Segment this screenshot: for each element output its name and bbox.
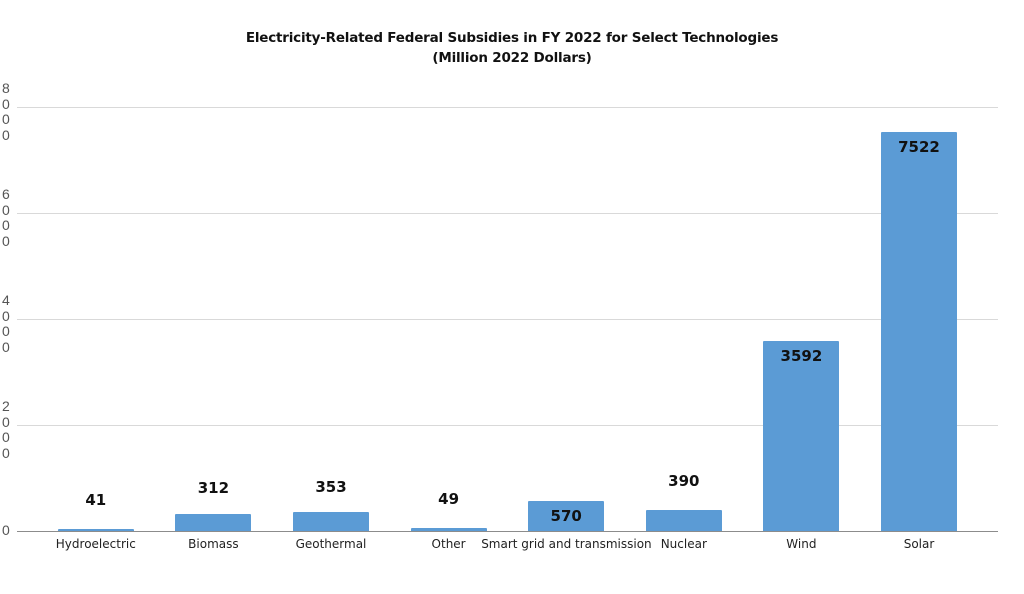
data-label: 3592 [780,346,823,365]
gridline [17,425,998,426]
y-tick-label: 0 [2,522,10,538]
x-tick-label: Wind [786,537,817,551]
bar-nuclear [645,510,722,531]
x-tick-label: Hydroelectric [55,537,136,551]
x-tick-label: Smart grid and transmission [481,537,652,551]
chart-title: Electricity-Related Federal Subsidies in… [0,28,1024,68]
x-tick-label: Geothermal [295,537,367,551]
chart-title-main: Electricity-Related Federal Subsidies in… [245,30,779,46]
bar-solar [881,132,957,531]
data-label: 7522 [898,138,940,157]
data-label: 570 [550,506,582,525]
data-label: 390 [668,472,700,491]
bar-hydroelectric [57,528,134,531]
data-label: 312 [197,479,230,498]
gridline [17,107,998,108]
gridline [17,213,998,214]
bar-wind [763,340,840,531]
x-tick-label: Solar [903,537,935,551]
bar-other [410,528,487,531]
data-label: 41 [85,490,107,509]
bar-geothermal [293,512,369,531]
bar-smart-grid-and-transmission [528,500,605,531]
data-label: 49 [438,490,460,509]
chart-subtitle: (Million 2022 Dollars) [432,50,592,66]
x-tick-label: Nuclear [660,537,707,551]
data-label: 353 [315,478,347,497]
x-axis-line [17,531,998,532]
x-tick-label: Biomass [188,537,239,551]
bar-biomass [175,514,252,531]
gridline [17,319,998,320]
x-tick-label: Other [431,537,466,551]
